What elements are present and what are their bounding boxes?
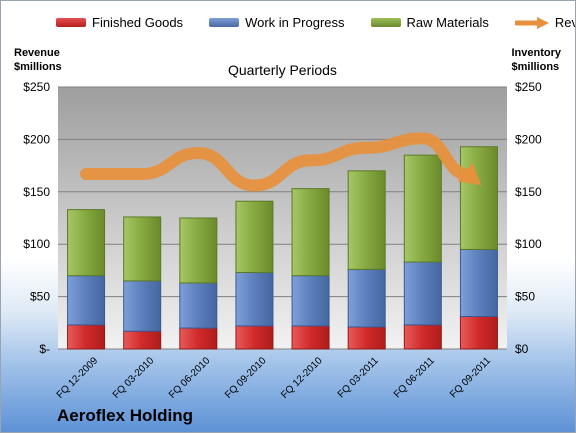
- legend-swatch-finished-goods: [56, 18, 86, 27]
- bar-work-in-progress: [67, 275, 106, 326]
- bar-work-in-progress: [291, 275, 330, 327]
- category-label: FQ 12-2009: [55, 355, 101, 401]
- legend-label-finished-goods: Finished Goods: [92, 15, 184, 30]
- bar-work-in-progress: [459, 248, 498, 318]
- legend-item-finished-goods: Finished Goods: [56, 15, 183, 30]
- legend-swatch-raw-materials: [370, 18, 401, 27]
- legend-label-raw-materials: Raw Materials: [406, 15, 489, 30]
- left-tick-label: $-: [39, 342, 50, 356]
- category-label: FQ 09-2010: [223, 355, 269, 401]
- right-tick-label: $200: [515, 132, 542, 146]
- bar-raw-materials: [123, 216, 162, 282]
- bar-work-in-progress: [235, 271, 274, 327]
- left-axis-title: Revenue $millions: [14, 46, 62, 74]
- bar-finished-goods: [235, 325, 274, 350]
- category-label: FQ 03-2010: [111, 355, 157, 401]
- bar-finished-goods: [179, 327, 218, 350]
- chart-title: Quarterly Periods: [228, 62, 337, 78]
- bar-work-in-progress: [347, 268, 386, 328]
- right-tick-label: $150: [515, 185, 542, 199]
- legend-swatch-work-in-progress: [209, 18, 240, 27]
- bar-raw-materials: [291, 188, 330, 277]
- bar-finished-goods: [67, 324, 106, 350]
- right-tick-label: $250: [515, 80, 542, 94]
- category-label: FQ 03-2011: [336, 355, 381, 400]
- bar-raw-materials: [459, 146, 498, 250]
- bar-work-in-progress: [123, 280, 162, 332]
- right-axis-title: Inventory $millions: [511, 46, 561, 74]
- left-tick-label: $150: [23, 185, 50, 199]
- right-axis-title-line1: Inventory: [511, 47, 561, 59]
- left-tick-label: $200: [23, 132, 50, 146]
- bar-raw-materials: [235, 200, 274, 273]
- right-tick-label: $0: [515, 342, 529, 356]
- left-axis-title-line2: $millions: [14, 61, 62, 73]
- bar-finished-goods: [347, 326, 386, 350]
- bar-finished-goods: [291, 325, 330, 350]
- bar-raw-materials: [403, 154, 442, 263]
- category-label: FQ 09-2011: [448, 355, 493, 400]
- right-tick-label: $50: [515, 290, 535, 304]
- bar-finished-goods: [403, 324, 442, 350]
- bar-work-in-progress: [179, 282, 218, 329]
- bar-raw-materials: [67, 209, 106, 277]
- legend-label-work-in-progress: Work in Progress: [245, 15, 345, 30]
- bar-finished-goods: [459, 316, 498, 350]
- left-tick-label: $50: [30, 290, 50, 304]
- left-tick-label: $250: [23, 80, 50, 94]
- legend-label-revenue: Revenue: [554, 15, 576, 30]
- bar-raw-materials: [347, 170, 386, 270]
- bar-finished-goods: [123, 330, 162, 350]
- revenue-arrow-head: [457, 162, 482, 186]
- legend-item-work-in-progress: Work in Progress: [209, 15, 345, 30]
- legend-item-revenue: Revenue: [514, 15, 576, 30]
- legend: Finished Goods Work in Progress Raw Mate…: [56, 15, 576, 30]
- bar-raw-materials: [179, 217, 218, 284]
- left-axis-title-line1: Revenue: [14, 47, 60, 59]
- legend-item-raw-materials: Raw Materials: [370, 15, 489, 30]
- company-name: Aeroflex Holding: [57, 406, 194, 425]
- right-axis-title-line2: $millions: [511, 61, 560, 73]
- category-label: FQ 06-2011: [392, 355, 437, 400]
- right-tick-label: $100: [515, 237, 542, 251]
- revenue-line: [80, 132, 475, 192]
- category-label: FQ 12-2010: [279, 355, 325, 401]
- arrow-icon: [514, 16, 549, 29]
- bar-work-in-progress: [403, 261, 442, 326]
- category-label: FQ 06-2010: [167, 355, 213, 401]
- left-tick-label: $100: [23, 237, 50, 251]
